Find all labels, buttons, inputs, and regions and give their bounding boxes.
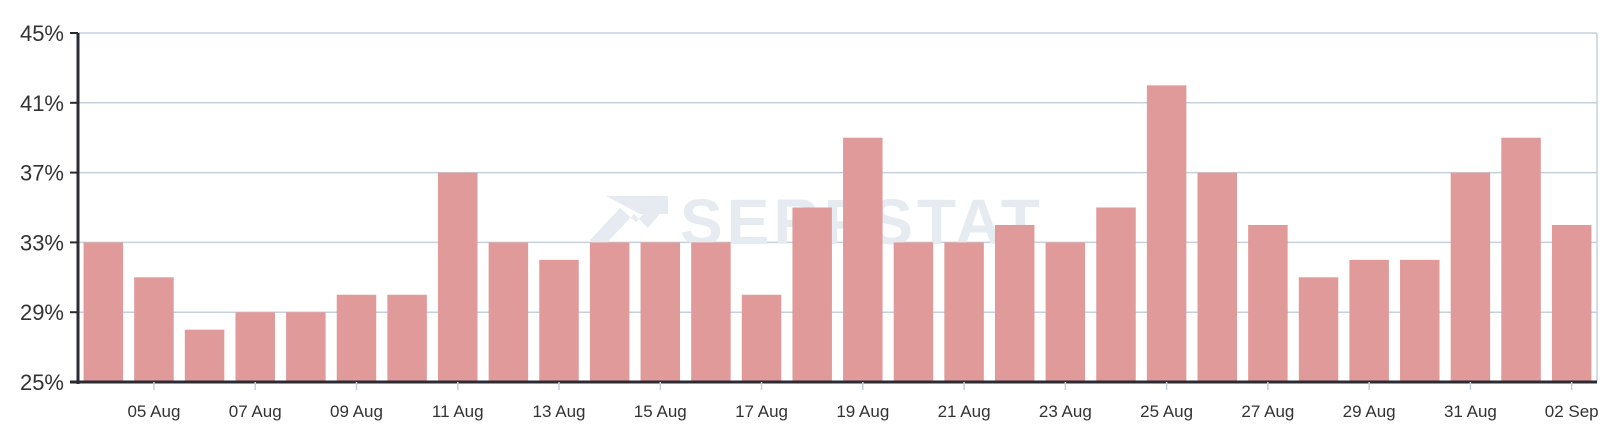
bar[interactable] — [1146, 85, 1187, 382]
x-tick-label: 19 Aug — [836, 402, 889, 421]
bars — [83, 85, 1592, 383]
bar[interactable] — [994, 224, 1035, 382]
x-tick-label: 31 Aug — [1444, 402, 1497, 421]
serpstat-logo-icon — [590, 196, 668, 250]
bar[interactable] — [1450, 172, 1491, 382]
y-tick-label: 37% — [20, 161, 64, 186]
x-tick-label: 17 Aug — [735, 402, 788, 421]
y-tick-label: 29% — [20, 300, 64, 325]
bar[interactable] — [438, 172, 478, 382]
bar[interactable] — [944, 242, 984, 382]
bar[interactable] — [640, 242, 681, 382]
bar[interactable] — [741, 294, 782, 382]
bar[interactable] — [792, 207, 832, 383]
bar[interactable] — [1197, 172, 1237, 382]
bar[interactable] — [83, 242, 124, 382]
bar[interactable] — [488, 242, 529, 382]
x-tick-label: 02 Sep — [1545, 402, 1599, 421]
bar[interactable] — [286, 312, 326, 382]
x-tick-label: 27 Aug — [1241, 402, 1294, 421]
y-tick-label: 33% — [20, 230, 64, 255]
y-tick-label: 41% — [20, 91, 64, 116]
bar[interactable] — [1298, 277, 1339, 382]
x-tick-label: 11 Aug — [432, 402, 484, 421]
bar[interactable] — [134, 277, 174, 382]
bar[interactable] — [1551, 224, 1592, 382]
bar[interactable] — [1248, 224, 1288, 382]
bar[interactable] — [387, 294, 427, 382]
bar[interactable] — [184, 329, 225, 382]
bar[interactable] — [539, 259, 579, 382]
bar[interactable] — [1349, 259, 1389, 382]
x-tick-label: 13 Aug — [533, 402, 586, 421]
x-tick-labels: 05 Aug 07 Aug 09 Aug 11 Aug 13 Aug 15 Aug 17 A… — [127, 402, 1598, 421]
bar[interactable] — [336, 294, 377, 382]
x-tick-label: 23 Aug — [1039, 402, 1092, 421]
x-tick-label: 29 Aug — [1343, 402, 1396, 421]
x-tick-label: 07 Aug — [229, 402, 282, 421]
bar[interactable] — [843, 137, 883, 382]
x-tick-label: 25 Aug — [1140, 402, 1193, 421]
axes — [70, 32, 1597, 390]
x-tick-label: 09 Aug — [330, 402, 383, 421]
x-tick-label: 21 Aug — [938, 402, 991, 421]
x-tick-label: 05 Aug — [127, 402, 180, 421]
bar[interactable] — [1400, 259, 1440, 382]
bar[interactable] — [691, 242, 731, 382]
y-tick-labels: 25% 29% 33% 37% 41% 45% — [20, 21, 64, 395]
y-tick-label: 45% — [20, 21, 64, 46]
bar[interactable] — [1501, 137, 1541, 382]
bar[interactable] — [589, 242, 630, 382]
y-tick-label: 25% — [20, 370, 64, 395]
bar[interactable] — [1045, 242, 1086, 382]
bar[interactable] — [1096, 207, 1136, 383]
bar[interactable] — [235, 312, 275, 382]
bar[interactable] — [893, 242, 934, 382]
x-tick-label: 15 Aug — [634, 402, 687, 421]
